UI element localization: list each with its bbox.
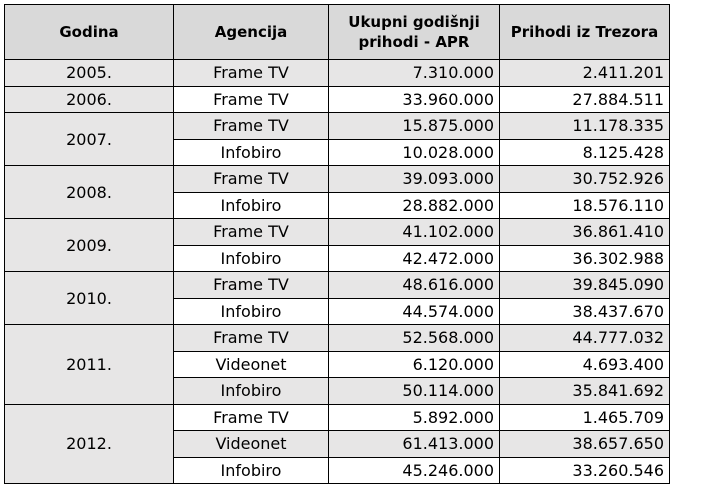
agency-cell: Frame TV <box>174 60 329 87</box>
treasury-revenue-cell: 11.178.335 <box>500 113 670 140</box>
apr-revenue-cell: 39.093.000 <box>329 166 500 193</box>
apr-revenue-cell: 10.028.000 <box>329 139 500 166</box>
treasury-revenue-cell: 8.125.428 <box>500 139 670 166</box>
treasury-revenue-cell: 18.576.110 <box>500 192 670 219</box>
agency-cell: Frame TV <box>174 404 329 431</box>
treasury-revenue-cell: 38.437.670 <box>500 298 670 325</box>
header-prihodi-trezor: Prihodi iz Trezora <box>500 5 670 60</box>
year-cell: 2005. <box>5 60 174 87</box>
agency-cell: Infobiro <box>174 192 329 219</box>
treasury-revenue-cell: 2.411.201 <box>500 60 670 87</box>
revenue-table-container: Godina Agencija Ukupni godišnji prihodi … <box>4 4 670 484</box>
table-row: 2012. Frame TV 5.892.000 1.465.709 <box>5 404 670 431</box>
agency-cell: Frame TV <box>174 113 329 140</box>
treasury-revenue-cell: 44.777.032 <box>500 325 670 352</box>
agency-cell: Infobiro <box>174 378 329 405</box>
treasury-revenue-cell: 1.465.709 <box>500 404 670 431</box>
treasury-revenue-cell: 39.845.090 <box>500 272 670 299</box>
treasury-revenue-cell: 36.861.410 <box>500 219 670 246</box>
header-ukupni-prihodi: Ukupni godišnji prihodi - APR <box>329 5 500 60</box>
treasury-revenue-cell: 36.302.988 <box>500 245 670 272</box>
table-row: 2009. Frame TV 41.102.000 36.861.410 <box>5 219 670 246</box>
revenue-table: Godina Agencija Ukupni godišnji prihodi … <box>4 4 670 484</box>
treasury-revenue-cell: 33.260.546 <box>500 457 670 484</box>
year-cell: 2007. <box>5 113 174 166</box>
apr-revenue-cell: 5.892.000 <box>329 404 500 431</box>
header-godina: Godina <box>5 5 174 60</box>
year-cell: 2008. <box>5 166 174 219</box>
treasury-revenue-cell: 35.841.692 <box>500 378 670 405</box>
apr-revenue-cell: 45.246.000 <box>329 457 500 484</box>
table-row: 2006. Frame TV 33.960.000 27.884.511 <box>5 86 670 113</box>
header-row: Godina Agencija Ukupni godišnji prihodi … <box>5 5 670 60</box>
agency-cell: Infobiro <box>174 245 329 272</box>
header-agencija: Agencija <box>174 5 329 60</box>
year-cell: 2011. <box>5 325 174 405</box>
agency-cell: Frame TV <box>174 219 329 246</box>
agency-cell: Infobiro <box>174 457 329 484</box>
apr-revenue-cell: 33.960.000 <box>329 86 500 113</box>
treasury-revenue-cell: 30.752.926 <box>500 166 670 193</box>
apr-revenue-cell: 50.114.000 <box>329 378 500 405</box>
apr-revenue-cell: 42.472.000 <box>329 245 500 272</box>
table-row: 2005. Frame TV 7.310.000 2.411.201 <box>5 60 670 87</box>
treasury-revenue-cell: 4.693.400 <box>500 351 670 378</box>
apr-revenue-cell: 28.882.000 <box>329 192 500 219</box>
year-cell: 2010. <box>5 272 174 325</box>
agency-cell: Frame TV <box>174 86 329 113</box>
table-body: 2005. Frame TV 7.310.000 2.411.201 2006. Fram… <box>5 60 670 484</box>
agency-cell: Frame TV <box>174 272 329 299</box>
agency-cell: Infobiro <box>174 139 329 166</box>
apr-revenue-cell: 6.120.000 <box>329 351 500 378</box>
agency-cell: Videonet <box>174 431 329 458</box>
year-cell: 2006. <box>5 86 174 113</box>
agency-cell: Frame TV <box>174 325 329 352</box>
agency-cell: Videonet <box>174 351 329 378</box>
treasury-revenue-cell: 27.884.511 <box>500 86 670 113</box>
table-row: 2007. Frame TV 15.875.000 11.178.335 <box>5 113 670 140</box>
table-row: 2008. Frame TV 39.093.000 30.752.926 <box>5 166 670 193</box>
apr-revenue-cell: 52.568.000 <box>329 325 500 352</box>
apr-revenue-cell: 7.310.000 <box>329 60 500 87</box>
agency-cell: Frame TV <box>174 166 329 193</box>
apr-revenue-cell: 61.413.000 <box>329 431 500 458</box>
year-cell: 2009. <box>5 219 174 272</box>
year-cell: 2012. <box>5 404 174 484</box>
apr-revenue-cell: 41.102.000 <box>329 219 500 246</box>
table-row: 2011. Frame TV 52.568.000 44.777.032 <box>5 325 670 352</box>
apr-revenue-cell: 48.616.000 <box>329 272 500 299</box>
table-row: 2010. Frame TV 48.616.000 39.845.090 <box>5 272 670 299</box>
agency-cell: Infobiro <box>174 298 329 325</box>
apr-revenue-cell: 44.574.000 <box>329 298 500 325</box>
treasury-revenue-cell: 38.657.650 <box>500 431 670 458</box>
apr-revenue-cell: 15.875.000 <box>329 113 500 140</box>
